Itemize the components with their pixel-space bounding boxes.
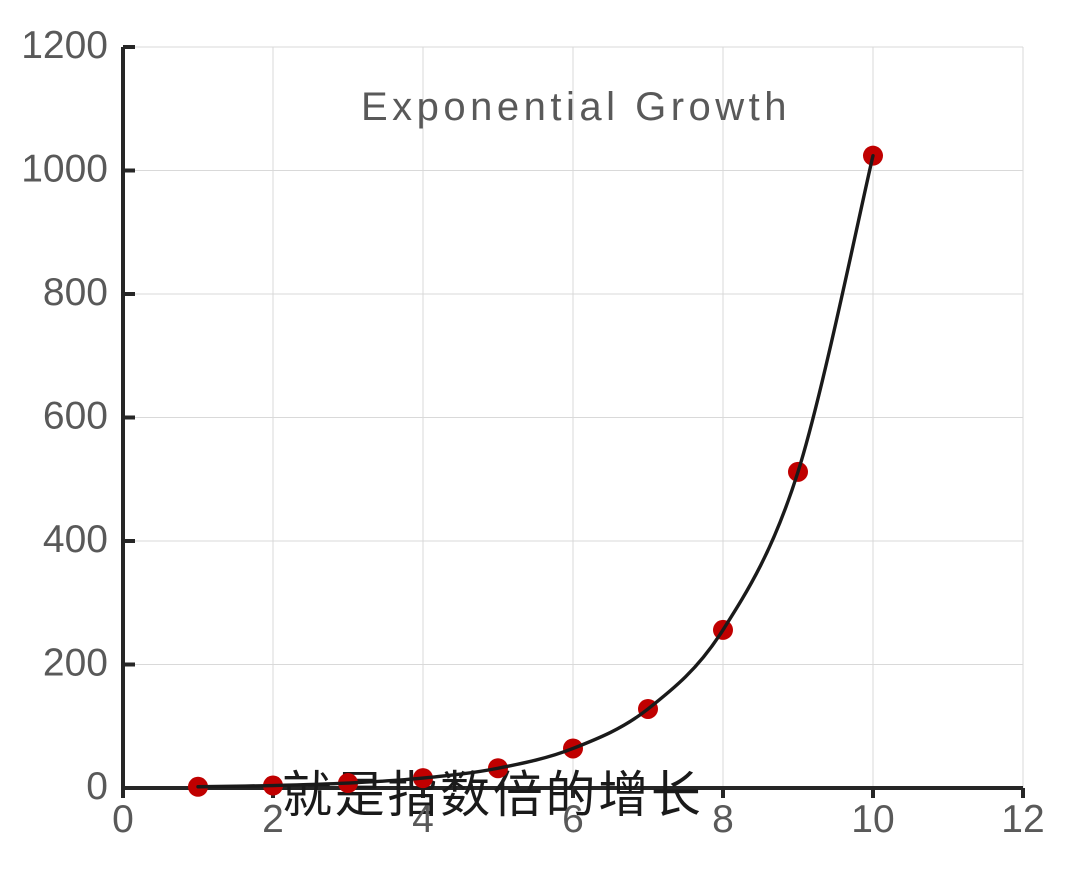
svg-text:600: 600 [43, 395, 108, 438]
svg-text:6: 6 [562, 798, 584, 841]
svg-text:200: 200 [43, 642, 108, 685]
svg-text:1200: 1200 [21, 24, 108, 67]
svg-text:0: 0 [112, 798, 134, 841]
svg-text:800: 800 [43, 271, 108, 314]
svg-text:1000: 1000 [21, 148, 108, 191]
svg-text:4: 4 [412, 798, 434, 841]
svg-text:0: 0 [86, 765, 108, 808]
svg-text:2: 2 [262, 798, 284, 841]
svg-text:Exponential Growth: Exponential Growth [361, 85, 791, 129]
svg-text:12: 12 [1001, 798, 1044, 841]
svg-text:400: 400 [43, 518, 108, 561]
svg-text:8: 8 [712, 798, 734, 841]
svg-text:10: 10 [851, 798, 894, 841]
